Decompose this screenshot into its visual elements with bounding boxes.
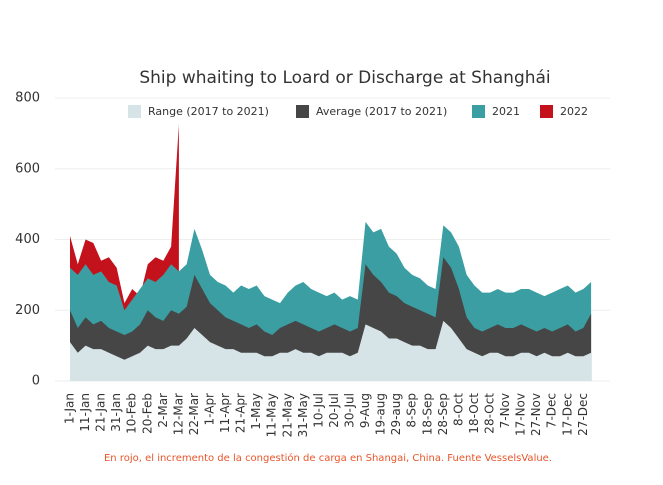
x-tick-label: 21-Jan xyxy=(94,393,108,432)
x-tick-label: 1-May xyxy=(249,393,263,430)
x-tick-label: 11-May xyxy=(265,393,279,437)
x-tick-label: 8-Sep xyxy=(405,393,419,428)
x-tick-label: 17-Nov xyxy=(514,393,528,436)
x-tick-label: 9-Aug xyxy=(358,393,372,428)
area xyxy=(70,320,592,381)
x-tick-label: 11-Apr xyxy=(218,393,232,433)
chart-title: Ship whaiting to Loard or Discharge at S… xyxy=(139,68,550,88)
x-tick-label: 28-Sep xyxy=(436,393,450,435)
x-tick-label: 1-Jan xyxy=(63,393,77,424)
x-tick-label: 27-Dec xyxy=(576,393,590,436)
legend-swatch xyxy=(472,105,485,118)
x-tick-label: 7-Nov xyxy=(498,393,512,428)
legend-swatch xyxy=(296,105,309,118)
x-tick-label: 20-Jul xyxy=(327,393,341,428)
x-tick-label: 10-Feb xyxy=(125,393,139,434)
x-tick-label: 31-May xyxy=(296,393,310,437)
x-tick-label: 31-Jan xyxy=(109,393,123,432)
x-tick-label: 17-Dec xyxy=(560,393,574,436)
x-tick-label: 18-Sep xyxy=(420,393,434,435)
x-tick-label: 2-Mar xyxy=(156,393,170,428)
x-tick-label: 27-Nov xyxy=(529,393,543,436)
y-tick-label: 600 xyxy=(15,161,40,176)
x-tick-label: 21-May xyxy=(280,393,294,437)
x-tick-label: 20-Feb xyxy=(140,393,154,434)
y-tick-label: 200 xyxy=(15,303,40,318)
x-tick-label: 12-Mar xyxy=(171,393,185,435)
x-tick-label: 8-Oct xyxy=(451,393,465,426)
legend-label: 2022 xyxy=(560,105,588,118)
y-tick-label: 400 xyxy=(15,232,40,247)
x-tick-label: 28-Oct xyxy=(482,393,496,434)
legend-swatch xyxy=(540,105,553,118)
x-tick-label: 29-aug xyxy=(389,393,403,435)
x-tick-label: 22-Mar xyxy=(187,393,201,435)
x-tick-label: 10-Jul xyxy=(311,393,325,428)
x-tick-label: 18-Oct xyxy=(467,393,481,434)
y-tick-label: 800 xyxy=(15,91,40,106)
x-tick-label: 7-Dec xyxy=(545,393,559,428)
x-tick-label: 30-Jul xyxy=(342,393,356,428)
y-tick-label: 0 xyxy=(32,374,40,389)
x-tick-label: 11-Jan xyxy=(78,393,92,432)
x-tick-label: 21-Apr xyxy=(234,393,248,433)
x-tick-label: 19-aug xyxy=(374,393,388,435)
footnote: En rojo, el incremento de la congestión … xyxy=(104,452,552,464)
legend-label: Average (2017 to 2021) xyxy=(316,105,447,118)
legend-swatch xyxy=(128,105,141,118)
legend-label: 2021 xyxy=(492,105,520,118)
legend-label: Range (2017 to 2021) xyxy=(148,105,269,118)
x-tick-label: 1-Apr xyxy=(202,393,216,426)
